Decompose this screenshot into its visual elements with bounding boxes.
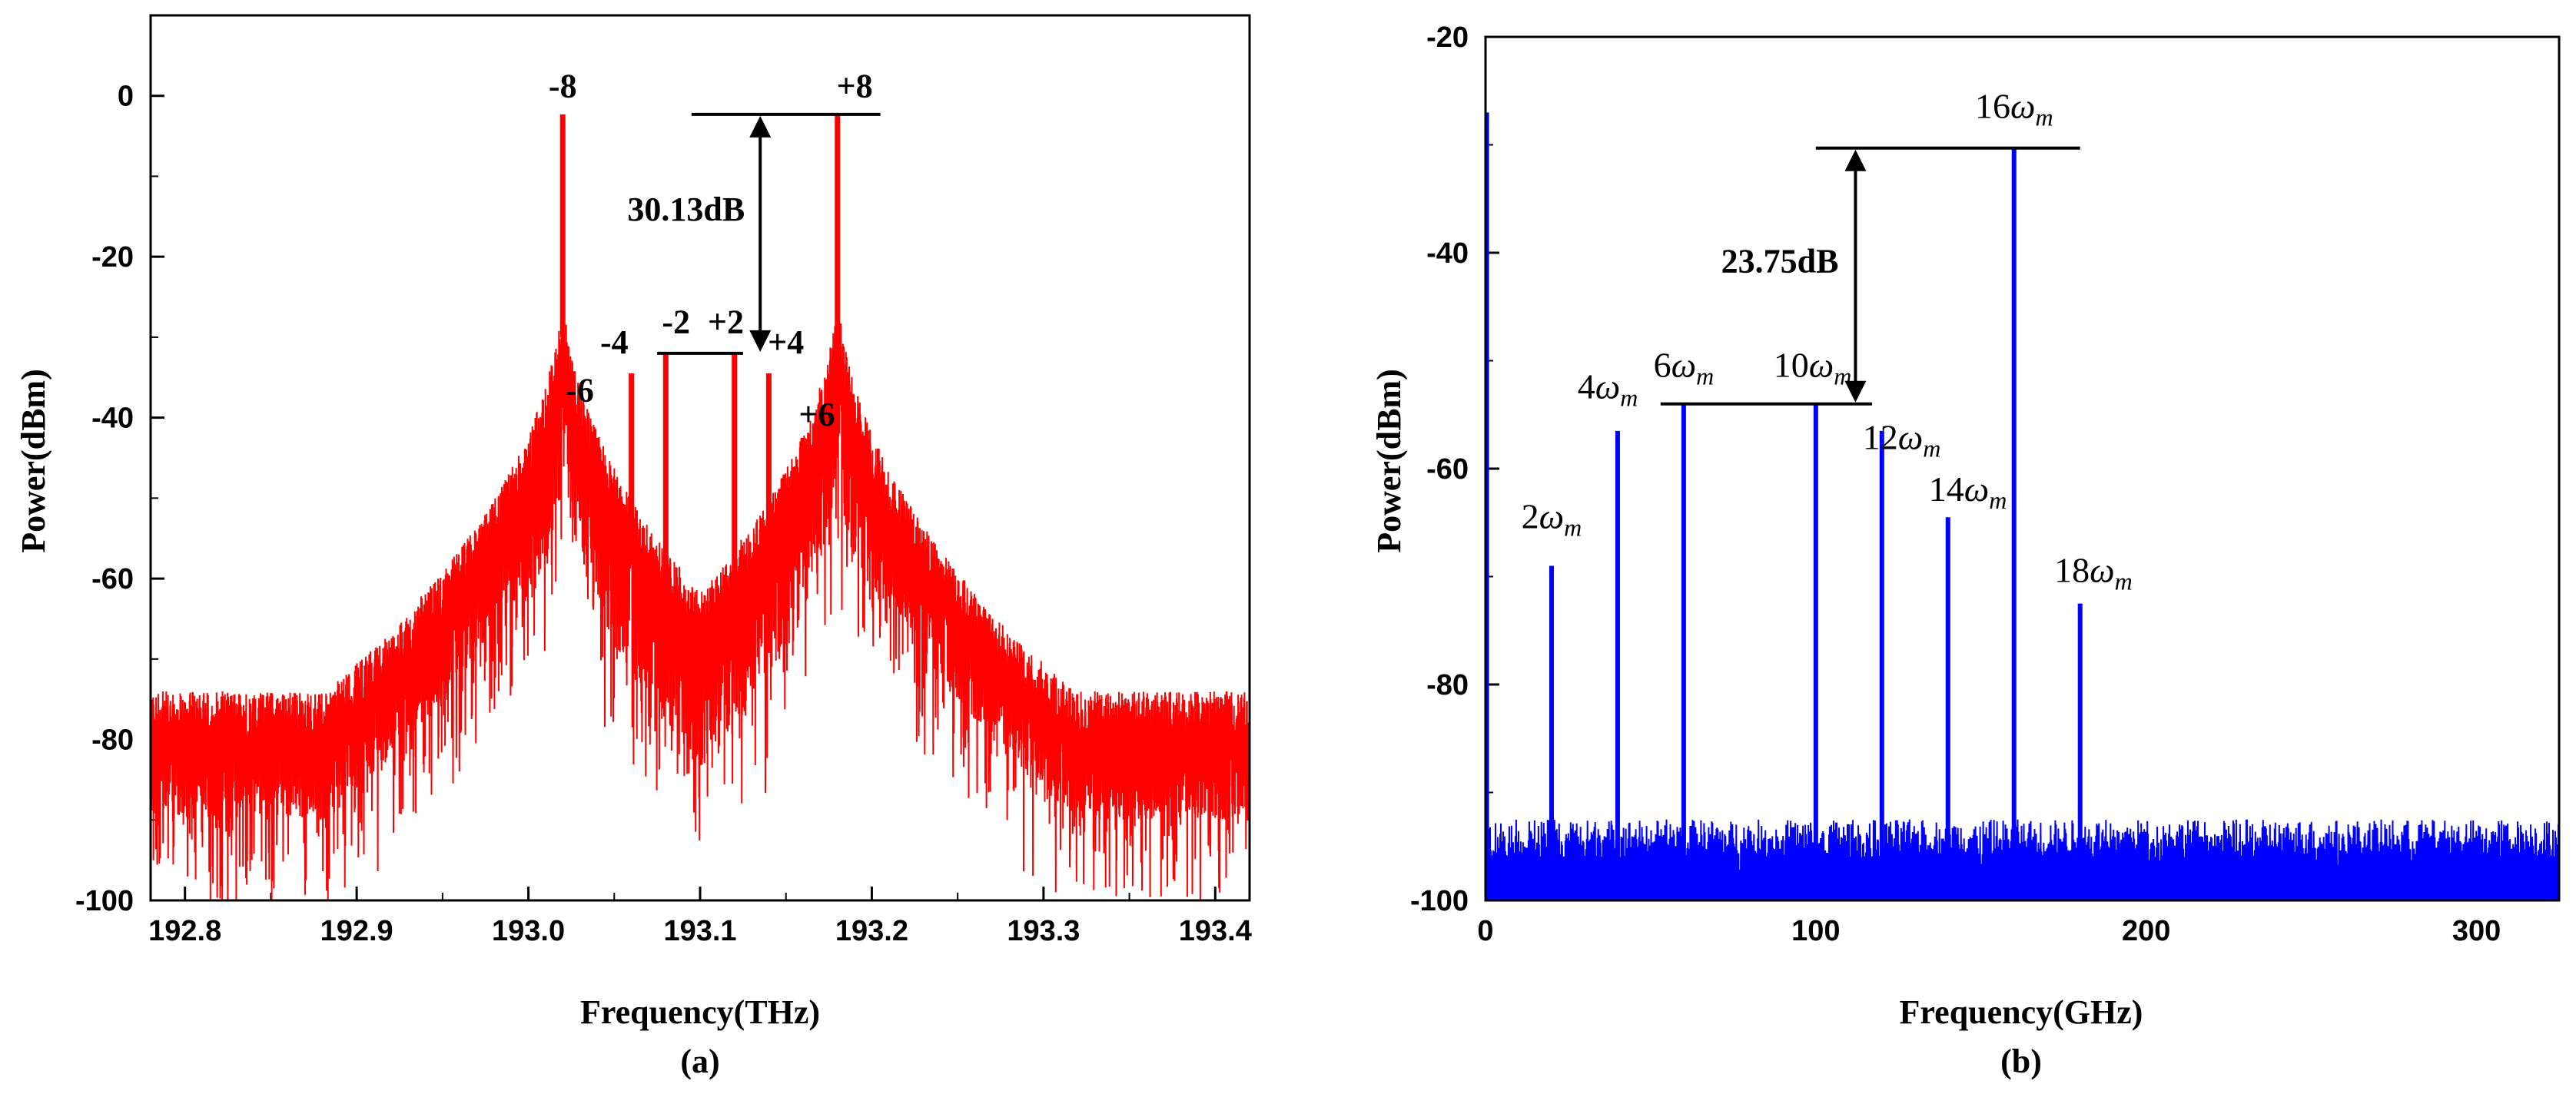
panel-a-annotation: 30.13dB: [627, 112, 881, 355]
panel-a-label: (a): [680, 1043, 719, 1080]
panel-b-x-tick-label: 100: [1791, 915, 1840, 947]
panel-a-peak-label: +6: [798, 396, 835, 433]
panel-a-plot-frame: [149, 14, 1251, 902]
panel-b-plot-frame: [1484, 35, 2561, 902]
panel-a-peak-label: +8: [837, 68, 873, 105]
panel-a-peak-label: +2: [708, 303, 744, 341]
panel-a-y-tick-label: -80: [91, 724, 134, 757]
panel-b-harmonic-label: 2ωm: [1522, 496, 1582, 541]
panel-a-peak-labels: -8 -6-4 -2 +2 +4 +6 +8: [549, 68, 873, 433]
panel-a-x-tick-label: 193.4: [1179, 915, 1252, 947]
panel-a-x-tick-label: 193.3: [1007, 915, 1080, 947]
panel-a-x-tick-label: 192.9: [320, 915, 393, 947]
panel-a-x-tick-label: 193.2: [835, 915, 908, 947]
panel-a-spectrum: [150, 292, 1251, 901]
panel-a-y-tick-label: -40: [91, 403, 134, 435]
panel-b-y-tick-label: -20: [1426, 22, 1469, 54]
panel-b-harmonic-label: 6ωm: [1654, 346, 1715, 390]
panel-a-x-tick-label: 192.8: [148, 915, 221, 947]
panel-a: 30.13dB -8 -6-4 -2 +2 +4 +6 +8 192.8 192.9 193.0…: [15, 14, 1252, 1080]
panel-b-y-tick-label: -40: [1426, 237, 1469, 270]
panel-a-peak-label: -4: [600, 323, 629, 361]
panel-b-arrow-head-up: [1844, 149, 1867, 171]
panel-b-arrow-head-down: [1844, 380, 1867, 403]
panel-b-spectrum: [1485, 112, 2561, 901]
panel-b-ticks: [1484, 35, 2478, 902]
panel-b-harmonic-label: 10ωm: [1774, 346, 1852, 390]
panel-a-y-tick-label: 0: [118, 81, 134, 113]
panel-b-harmonic-label: 4ωm: [1578, 367, 1638, 412]
panel-b-y-axis-title: Power(dBm): [1370, 369, 1408, 553]
panel-b-x-tick-label: 300: [2452, 915, 2501, 947]
panel-b-harmonic-label: 16ωm: [1975, 86, 2053, 131]
panel-a-arrow-head-down: [749, 330, 772, 352]
panel-b-y-tick-label: -60: [1426, 453, 1469, 486]
panel-a-x-axis-title: Frequency(THz): [580, 993, 820, 1031]
panel-b-harmonic-label: 14ωm: [1929, 469, 2007, 514]
panel-b-y-tick-label: -100: [1410, 885, 1469, 917]
panel-b-x-axis-title: Frequency(GHz): [1900, 993, 2143, 1031]
panel-a-tick-labels: 192.8 192.9 193.0 193.1 193.2 193.3 193.4 0 -20 -…: [75, 81, 1252, 947]
panel-b-label: (b): [2000, 1043, 2042, 1080]
panel-a-spectrum-trace: [150, 292, 1251, 901]
panel-b-annotation: 23.75dB: [1660, 146, 2080, 406]
panel-b-annotation-text: 23.75dB: [1721, 242, 1839, 280]
panel-a-arrow-head-up: [749, 115, 772, 138]
panel-a-peak-label: -2: [662, 303, 690, 341]
panel-a-y-tick-label: -60: [91, 563, 134, 595]
panel-b-y-tick-label: -80: [1426, 669, 1469, 701]
panel-a-y-tick-label: -20: [91, 241, 134, 274]
panel-a-y-tick-label: -100: [75, 885, 134, 917]
panel-a-x-tick-label: 193.1: [663, 915, 736, 947]
panel-b-peaks: [1549, 148, 2083, 879]
panel-a-peak-label: -8: [549, 68, 577, 105]
panel-b-x-tick-label: 0: [1477, 915, 1493, 947]
panel-b-harmonic-label: 18ωm: [2054, 551, 2133, 595]
panel-a-peak-label: +4: [768, 323, 804, 361]
panel-a-y-axis-title: Power(dBm): [15, 369, 52, 553]
panel-a-annotation-text: 30.13dB: [627, 191, 745, 228]
panel-a-x-tick-label: 193.0: [492, 915, 565, 947]
panel-a-peak-label: -6: [566, 372, 594, 409]
panel-b-tick-labels: 0 100 200 300 -20 -40 -60 -80 -100: [1410, 22, 2501, 947]
panel-b-noise-base: [1486, 883, 2559, 900]
panel-b-x-tick-label: 200: [2122, 915, 2170, 947]
panel-b-noise-trace: [1485, 819, 2561, 901]
panel-a-peaks: [559, 114, 841, 614]
panel-b-harmonic-label: 12ωm: [1863, 418, 1941, 462]
